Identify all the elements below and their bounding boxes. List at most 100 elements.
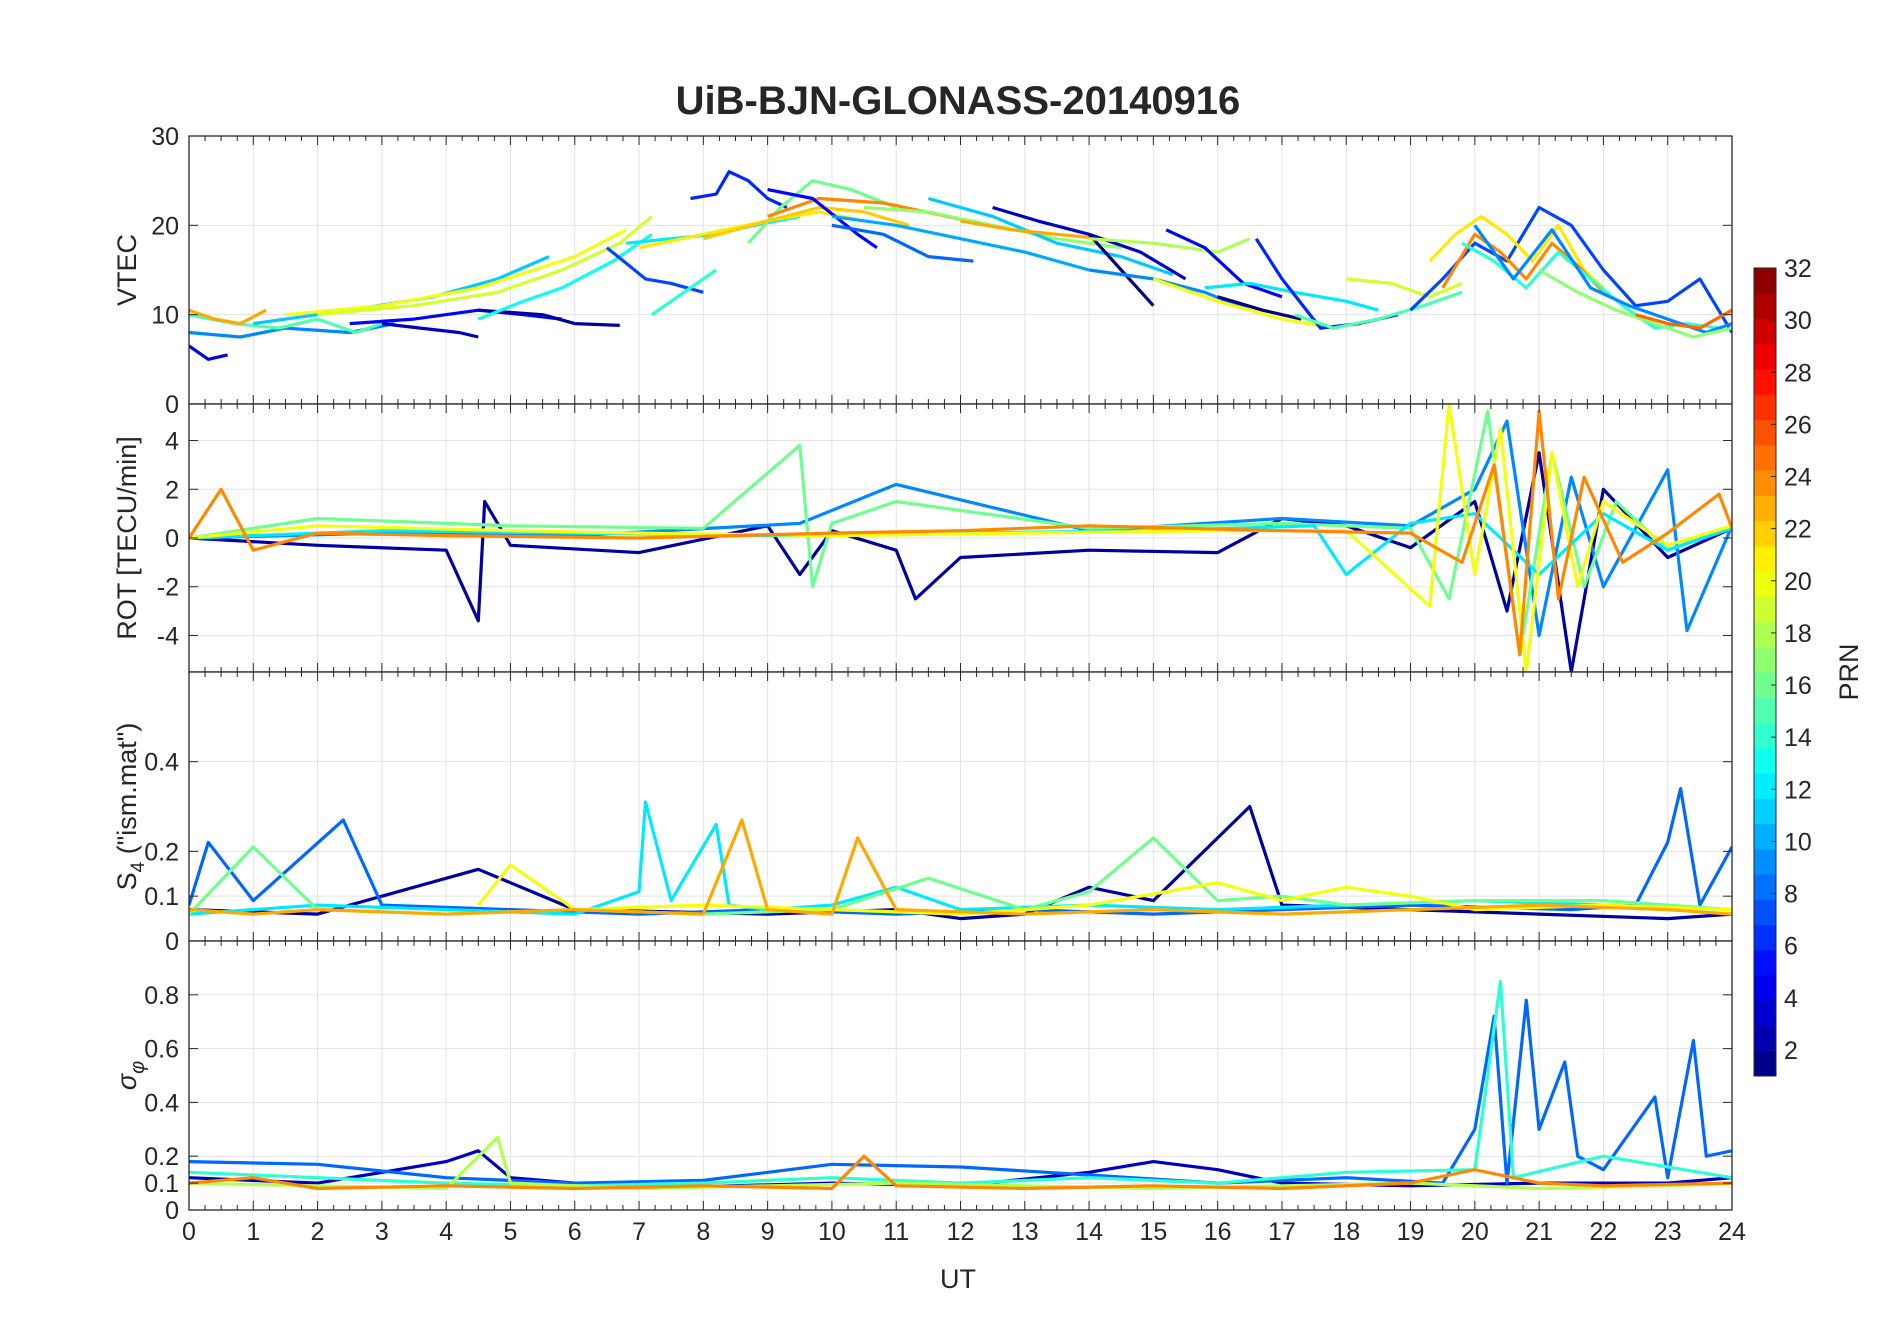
y-tick-label: 0.1 xyxy=(144,883,179,911)
colorbar-segment xyxy=(1754,924,1776,951)
y-tick-label: 10 xyxy=(151,302,179,330)
colorbar-segment xyxy=(1754,419,1776,446)
series-prn-23-5 xyxy=(189,818,1732,916)
x-tick-label: 14 xyxy=(1075,1218,1103,1246)
colorbar-tick-label: 6 xyxy=(1784,933,1798,961)
colorbar-segment xyxy=(1754,949,1776,976)
x-tick-label: 11 xyxy=(883,1218,909,1246)
x-tick-label: 21 xyxy=(1525,1218,1553,1246)
y-tick-label: 0.4 xyxy=(144,749,179,777)
series-prn-1-26 xyxy=(1087,233,1155,307)
series-prn-16-2 xyxy=(189,409,1732,657)
x-tick-label: 0 xyxy=(182,1218,196,1246)
y-tick-label: 0.8 xyxy=(144,982,179,1010)
colorbar-tick-label: 14 xyxy=(1784,724,1812,752)
y-tick-label: -4 xyxy=(157,622,179,650)
series-prn-7-12 xyxy=(605,246,704,294)
y-tick-label: 0 xyxy=(165,525,179,553)
colorbar-segment xyxy=(1754,697,1776,723)
x-tick-label: 17 xyxy=(1268,1218,1296,1246)
colorbar-tick-label: 24 xyxy=(1784,464,1812,492)
colorbar-segment xyxy=(1754,1025,1776,1052)
colorbar-segment xyxy=(1754,520,1776,547)
colorbar-tick-label: 8 xyxy=(1784,881,1798,909)
grid xyxy=(188,404,1733,672)
series-prn-22-17 xyxy=(702,205,910,241)
series-prn-2-0 xyxy=(189,451,1732,672)
series-prn-25-42 xyxy=(1635,308,1732,330)
colorbar-segment xyxy=(1754,672,1776,698)
colorbar-tick-label: 16 xyxy=(1784,672,1812,700)
y-axis-label: ROT [TECU/min] xyxy=(112,436,142,640)
y-tick-label: 20 xyxy=(151,212,179,240)
x-tick-label: 3 xyxy=(375,1218,389,1246)
series-group xyxy=(189,404,1732,672)
x-tick-label: 19 xyxy=(1397,1218,1425,1246)
x-tick-label: 2 xyxy=(311,1218,325,1246)
colorbar-segment xyxy=(1754,343,1776,370)
x-tick-label: 7 xyxy=(632,1218,646,1246)
series-prn-18-3 xyxy=(189,1135,1732,1191)
chart-title: UiB-BJN-GLONASS-20140916 xyxy=(676,79,1241,123)
colorbar-segment xyxy=(1754,1000,1776,1026)
colorbar-tick-label: 28 xyxy=(1784,359,1812,387)
series-prn-24-4 xyxy=(189,1154,1732,1191)
x-tick-label: 6 xyxy=(568,1218,582,1246)
x-tick-label: 4 xyxy=(439,1218,453,1246)
series-prn-24-5 xyxy=(189,409,1732,657)
series-prn-13-8 xyxy=(477,232,653,321)
series-prn-4-0 xyxy=(189,344,228,361)
colorbar-segment xyxy=(1754,268,1776,294)
colorbar-segment xyxy=(1754,596,1776,622)
colorbar-segment xyxy=(1754,318,1776,345)
series-prn-17-41 xyxy=(1538,268,1732,339)
series-prn-19-35 xyxy=(1346,277,1463,299)
colorbar-segment xyxy=(1754,646,1776,673)
x-tick-label: 1 xyxy=(246,1218,260,1246)
colorbar-tick-label: 22 xyxy=(1784,516,1812,544)
series-prn-15-34 xyxy=(1294,290,1463,330)
y-axis-label: VTEC xyxy=(112,234,142,306)
y-axis-label: σφ xyxy=(112,1061,149,1090)
series-prn-14-2 xyxy=(189,979,1732,1188)
colorbar-tick-label: 32 xyxy=(1784,255,1812,283)
colorbar-tick-label: 10 xyxy=(1784,828,1812,856)
x-axis: 0 1 2 3 4 5 6 7 8 9 10 11 12 13 14 15 16 17 18 19 20 21 22 23 24 xyxy=(182,1218,1746,1246)
series-prn-9-40 xyxy=(1473,224,1732,335)
plot-frame xyxy=(188,940,1733,1211)
x-tick-label: 15 xyxy=(1139,1218,1167,1246)
colorbar-segment xyxy=(1754,545,1776,572)
y-tick-label: 0.2 xyxy=(144,838,179,866)
series-prn-20-4 xyxy=(189,404,1732,672)
x-tick-label: 12 xyxy=(947,1218,975,1246)
y-tick-label: 2 xyxy=(165,476,179,504)
tick-marks xyxy=(188,135,1733,405)
x-tick-label: 16 xyxy=(1204,1218,1232,1246)
tick-marks xyxy=(188,672,1733,942)
series-prn-2-6 xyxy=(478,308,620,327)
panel-1: 0 10 20 30 VTEC xyxy=(112,123,1733,419)
colorbar-segment xyxy=(1754,848,1776,875)
colorbar-tick-label: 4 xyxy=(1784,985,1798,1013)
y-tick-label: 0.1 xyxy=(144,1170,179,1198)
series-prn-20-30 xyxy=(1152,277,1334,330)
colorbar-segment xyxy=(1754,293,1776,319)
tick-marks xyxy=(188,404,1733,672)
series-prn-21-37 xyxy=(1428,214,1605,290)
colorbar-segment xyxy=(1754,394,1776,420)
x-tick-label: 10 xyxy=(818,1218,846,1246)
y-tick-label: 30 xyxy=(151,123,179,151)
panel-3: 00.10.20.4S4 ("ism.mat") xyxy=(112,671,1733,956)
x-tick-label: 24 xyxy=(1718,1218,1746,1246)
colorbar-segment xyxy=(1754,798,1776,824)
series-prn-5-29 xyxy=(1165,228,1283,299)
panel-2: -4 -2 0 2 4 ROT [TECU/min] xyxy=(112,403,1733,673)
y-tick-label: 0 xyxy=(165,391,179,419)
colorbar-segment xyxy=(1754,1050,1776,1077)
series-prn-20-10 xyxy=(285,228,627,317)
colorbar-segment xyxy=(1754,722,1776,749)
y-tick-label: 4 xyxy=(165,428,179,456)
colorbar-segment xyxy=(1754,899,1776,925)
